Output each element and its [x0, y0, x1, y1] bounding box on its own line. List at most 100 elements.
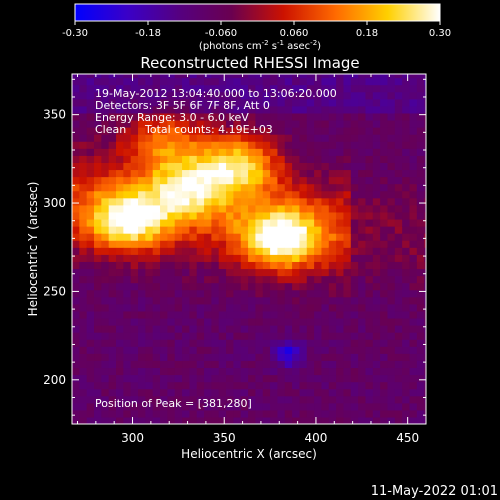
heatmap-pixel — [138, 346, 146, 354]
heatmap-pixel — [365, 84, 374, 93]
heatmap-pixel — [365, 353, 374, 361]
heatmap-pixel — [336, 226, 345, 234]
heatmap-pixel — [292, 416, 301, 424]
heatmap-pixel — [240, 240, 249, 248]
heatmap-pixel — [380, 395, 389, 404]
heatmap-pixel — [226, 247, 235, 255]
heatmap-pixel — [123, 275, 132, 284]
heatmap-pixel — [284, 289, 293, 298]
heatmap-pixel — [358, 119, 367, 128]
heatmap-pixel — [174, 261, 183, 270]
heatmap-pixel — [328, 388, 337, 397]
heatmap-pixel — [240, 190, 249, 199]
heatmap-pixel — [138, 374, 146, 383]
heatmap-pixel — [343, 190, 352, 199]
heatmap-pixel — [328, 247, 337, 255]
heatmap-pixel — [255, 226, 264, 234]
heatmap-pixel — [79, 148, 88, 156]
heatmap-pixel — [211, 218, 220, 227]
heatmap-pixel — [255, 275, 264, 284]
heatmap-pixel — [182, 169, 190, 178]
heatmap-pixel — [343, 268, 352, 277]
heatmap-pixel — [248, 169, 257, 178]
heatmap-pixel — [167, 169, 176, 178]
heatmap-pixel — [387, 119, 396, 128]
heatmap-pixel — [358, 190, 367, 199]
heatmap-pixel — [343, 310, 352, 319]
heatmap-pixel — [123, 261, 132, 270]
heatmap-pixel — [299, 296, 308, 305]
heatmap-pixel — [328, 233, 337, 241]
heatmap-pixel — [416, 155, 425, 163]
heatmap-pixel — [123, 353, 132, 361]
heatmap-pixel — [233, 148, 242, 156]
heatmap-pixel — [138, 416, 146, 424]
heatmap-pixel — [123, 367, 132, 376]
heatmap-pixel — [350, 218, 359, 227]
heatmap-pixel — [402, 190, 411, 199]
heatmap-pixel — [328, 282, 337, 291]
heatmap-pixel — [123, 119, 132, 128]
heatmap-pixel — [108, 127, 117, 135]
heatmap-pixel — [226, 176, 235, 185]
heatmap-pixel — [402, 339, 411, 347]
heatmap-pixel — [277, 119, 286, 128]
heatmap-pixel — [204, 261, 212, 270]
heatmap-pixel — [101, 169, 110, 178]
heatmap-pixel — [424, 346, 426, 354]
heatmap-pixel — [116, 282, 124, 291]
heatmap-pixel — [226, 141, 235, 149]
heatmap-pixel — [116, 84, 124, 93]
heatmap-pixel — [182, 77, 190, 86]
heatmap-pixel — [79, 211, 88, 220]
heatmap-pixel — [365, 310, 374, 319]
heatmap-pixel — [402, 148, 411, 156]
heatmap-pixel — [262, 155, 271, 163]
heatmap-pixel — [94, 247, 102, 255]
overlay-peak-position: Position of Peak = [381,280] — [95, 397, 252, 410]
heatmap-pixel — [189, 254, 198, 262]
heatmap-pixel — [255, 261, 264, 270]
heatmap-pixel — [233, 204, 242, 213]
heatmap-pixel — [277, 169, 286, 178]
heatmap-pixel — [174, 416, 183, 424]
heatmap-pixel — [365, 148, 374, 156]
heatmap-pixel — [321, 204, 330, 213]
heatmap-pixel — [270, 254, 279, 262]
heatmap-pixel — [226, 254, 235, 262]
heatmap-pixel — [182, 240, 190, 248]
heatmap-pixel — [314, 74, 323, 79]
heatmap-pixel — [255, 353, 264, 361]
heatmap-pixel — [101, 183, 110, 192]
heatmap-pixel — [328, 416, 337, 424]
heatmap-pixel — [409, 226, 418, 234]
heatmap-pixel — [372, 367, 381, 376]
heatmap-pixel — [262, 367, 271, 376]
heatmap-pixel — [233, 374, 242, 383]
heatmap-pixel — [138, 233, 146, 241]
heatmap-pixel — [328, 226, 337, 234]
heatmap-pixel — [240, 112, 249, 121]
heatmap-pixel — [321, 155, 330, 163]
heatmap-pixel — [152, 395, 161, 404]
heatmap-pixel — [365, 112, 374, 121]
heatmap-pixel — [167, 325, 176, 333]
heatmap-pixel — [255, 183, 264, 192]
heatmap-pixel — [365, 402, 374, 411]
heatmap-pixel — [270, 388, 279, 397]
heatmap-pixel — [108, 416, 117, 424]
heatmap-pixel — [306, 268, 315, 277]
heatmap-pixel — [152, 91, 161, 100]
heatmap-pixel — [145, 332, 154, 340]
heatmap-pixel — [79, 303, 88, 312]
heatmap-pixel — [277, 339, 286, 347]
heatmap-pixel — [402, 91, 411, 100]
heatmap-pixel — [160, 254, 168, 262]
heatmap-pixel — [306, 360, 315, 369]
heatmap-pixel — [108, 105, 117, 114]
heatmap-pixel — [123, 317, 132, 326]
heatmap-pixel — [72, 183, 80, 192]
heatmap-pixel — [321, 91, 330, 100]
heatmap-pixel — [328, 134, 337, 142]
heatmap-pixel — [189, 183, 198, 192]
